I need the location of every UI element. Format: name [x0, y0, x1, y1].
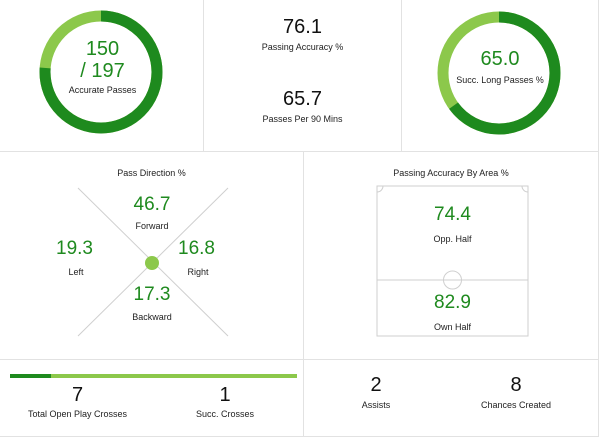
total-crosses-value: 7 [71, 384, 84, 406]
accurate-passes-label: Accurate Passes [68, 85, 137, 95]
assists-value: 2 [370, 374, 382, 396]
opp-half-value: 74.4 [434, 204, 471, 225]
long-passes-donut [437, 11, 561, 135]
own-half-label: Own Half [433, 322, 471, 332]
passing-accuracy-label: Passing Accuracy % [261, 42, 344, 52]
backward-label: Backward [132, 312, 172, 322]
total-crosses-label: Total Open Play Crosses [27, 409, 128, 419]
direction-center-dot [145, 256, 159, 270]
pitch-corner-top-right [521, 185, 529, 193]
left-value: 19.3 [56, 238, 93, 259]
pass-direction-diagram [77, 187, 229, 337]
pass-direction-title: Pass Direction % [117, 168, 186, 178]
area-accuracy-title: Passing Accuracy By Area % [393, 168, 509, 178]
area-accuracy-panel: Passing Accuracy By Area % 74.4 Opp. Hal… [304, 152, 599, 360]
succ-crosses-label: Succ. Crosses [195, 409, 255, 419]
pitch-outline [376, 185, 529, 337]
accurate-passes-ring-fill [39, 10, 163, 134]
opp-half-label: Opp. Half [433, 234, 472, 244]
chances-created-label: Chances Created [480, 400, 552, 410]
assists-label: Assists [361, 400, 391, 410]
passing-stats-panel: 76.1 Passing Accuracy % 65.7 Passes Per … [204, 0, 402, 152]
long-passes-ring-fill [437, 11, 561, 135]
passes-per-90-value: 65.7 [283, 88, 322, 110]
succ-crosses-value: 1 [219, 384, 231, 406]
backward-value: 17.3 [133, 284, 171, 305]
crosses-panel: 7 Total Open Play Crosses 1 Succ. Crosse… [0, 360, 304, 437]
right-label: Right [187, 267, 209, 277]
long-passes-value: 65.0 [480, 48, 520, 70]
crosses-bar-fill [10, 374, 52, 378]
forward-value: 46.7 [133, 194, 171, 215]
accurate-passes-value: 150 [85, 38, 120, 60]
crosses-bar-track [10, 374, 297, 378]
passing-accuracy-value: 76.1 [283, 16, 322, 38]
pass-direction-panel: Pass Direction % 46.7 Forward 19.3 Left … [0, 152, 304, 360]
accurate-passes-panel: 150 / 197 Accurate Passes [0, 0, 204, 152]
right-value: 16.8 [178, 238, 215, 259]
long-passes-label: Succ. Long Passes % [456, 75, 544, 85]
pitch-corner-top-left [376, 185, 384, 193]
accurate-passes-donut [39, 10, 163, 134]
chances-created-value: 8 [510, 374, 522, 396]
pitch-diagram [376, 185, 529, 337]
assists-panel: 2 Assists 8 Chances Created [304, 360, 599, 437]
passes-per-90-label: Passes Per 90 Mins [262, 114, 343, 124]
accurate-passes-total: / 197 [80, 60, 125, 82]
long-passes-panel: 65.0 Succ. Long Passes % [402, 0, 599, 152]
own-half-value: 82.9 [434, 292, 471, 313]
forward-label: Forward [135, 221, 169, 231]
left-label: Left [68, 267, 84, 277]
pitch-center-circle [443, 270, 462, 290]
